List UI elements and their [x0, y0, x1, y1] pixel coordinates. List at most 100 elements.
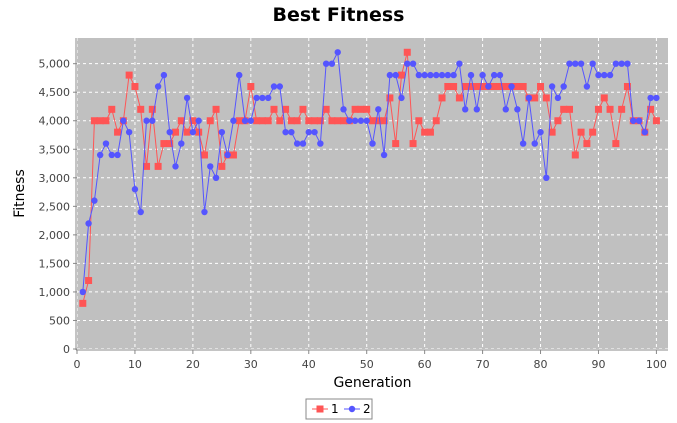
series-2-point [317, 140, 324, 147]
series-1-point [548, 128, 556, 136]
series-1-point [577, 128, 585, 136]
legend-label-2: 2 [363, 402, 371, 416]
series-1-point [276, 117, 284, 125]
x-tick-label: 20 [186, 358, 200, 371]
series-2-point [467, 71, 475, 79]
series-2-point [241, 117, 249, 124]
series-2-point [392, 71, 399, 79]
y-tick-label: 2,000 [39, 229, 71, 242]
x-axis-label: Generation [333, 375, 411, 391]
series-2-point [525, 94, 533, 102]
series-2-point [386, 71, 394, 79]
series-2-point [102, 140, 110, 147]
legend-box [305, 398, 373, 420]
legend-label-1: 1 [331, 402, 339, 416]
series-2-point [311, 128, 318, 136]
series-2-point [340, 106, 347, 113]
series-2-point [456, 60, 463, 67]
series-2-point [276, 83, 283, 90]
series-1-point [566, 105, 573, 113]
axes: 05001,0001,5002,0002,5003,0003,5004,0004… [39, 38, 668, 371]
series-1-point [415, 117, 423, 125]
series-2-point [265, 94, 272, 102]
series-1-point [137, 105, 145, 113]
series-2-point [183, 94, 191, 102]
series-2-point [653, 94, 660, 102]
series-2-point [178, 140, 185, 147]
series-2-point [647, 94, 654, 102]
series-1-point [264, 117, 272, 125]
series-1-point [403, 48, 411, 56]
series-1-point [369, 117, 376, 125]
series-2-point [624, 60, 631, 67]
series-1-point [85, 277, 93, 285]
series-2-point [143, 117, 150, 124]
series-1-point [606, 105, 614, 113]
series-2-point [548, 83, 556, 90]
series-1-point [258, 117, 266, 125]
series-2-point [618, 60, 625, 67]
series-1-point [108, 105, 116, 113]
series-2-point [212, 174, 220, 182]
series-1-point [189, 117, 197, 125]
series-1-point [600, 94, 608, 102]
series-1-point [183, 128, 191, 136]
x-tick-label: 70 [476, 358, 490, 371]
series-2-point [421, 71, 428, 79]
series-1-point [160, 140, 168, 148]
series-1-point [79, 299, 87, 307]
y-tick-label: 3,500 [39, 143, 71, 156]
series-2-point [224, 151, 231, 159]
series-2-point [595, 71, 602, 79]
series-1-point [496, 83, 504, 91]
series-1-point [351, 105, 359, 113]
series-2-point [346, 117, 353, 124]
series-2-point [131, 186, 139, 193]
series-2-point [328, 60, 336, 67]
series-1-point [363, 105, 371, 113]
series-2-point [543, 174, 550, 182]
x-tick-label: 50 [360, 358, 374, 371]
series-2-point [490, 71, 498, 79]
series-2-point [473, 106, 480, 113]
legend-marker-2 [348, 405, 356, 413]
series-2-point [496, 71, 504, 79]
x-tick-label: 80 [534, 358, 548, 371]
series-1-point [426, 128, 434, 136]
series-1-point [200, 151, 208, 159]
series-1-point [612, 140, 620, 148]
series-2-point [114, 151, 121, 159]
series-1-point [618, 105, 626, 113]
series-2-point [508, 83, 515, 90]
series-1-point [490, 83, 498, 91]
series-2-point [207, 163, 214, 170]
series-1-point [90, 117, 98, 125]
series-1-point [513, 83, 521, 91]
series-1-point [461, 83, 469, 91]
series-2-point [270, 83, 278, 90]
y-tick-label: 1,500 [39, 257, 71, 270]
series-1-point [450, 83, 458, 91]
y-tick-label: 5,000 [39, 58, 71, 71]
series-1-point [96, 117, 104, 125]
series-2-point [230, 117, 237, 124]
series-2-point [433, 71, 440, 79]
series-2-point [96, 151, 104, 159]
series-1-point [357, 105, 365, 113]
series-1-point [589, 128, 597, 136]
series-2-point [606, 71, 614, 79]
series-2-point [288, 128, 295, 136]
series-2-point [305, 128, 312, 136]
series-2-point [502, 106, 509, 113]
series-1-point [206, 117, 214, 125]
series-1-point [154, 162, 162, 170]
series-2-point [137, 208, 144, 216]
series-2-point [398, 94, 405, 102]
series-2-point [334, 49, 341, 56]
series-1-point [502, 83, 510, 91]
series-1-point [218, 162, 226, 170]
series-1-point [287, 117, 295, 125]
y-axis-label: Fitness [12, 169, 28, 218]
